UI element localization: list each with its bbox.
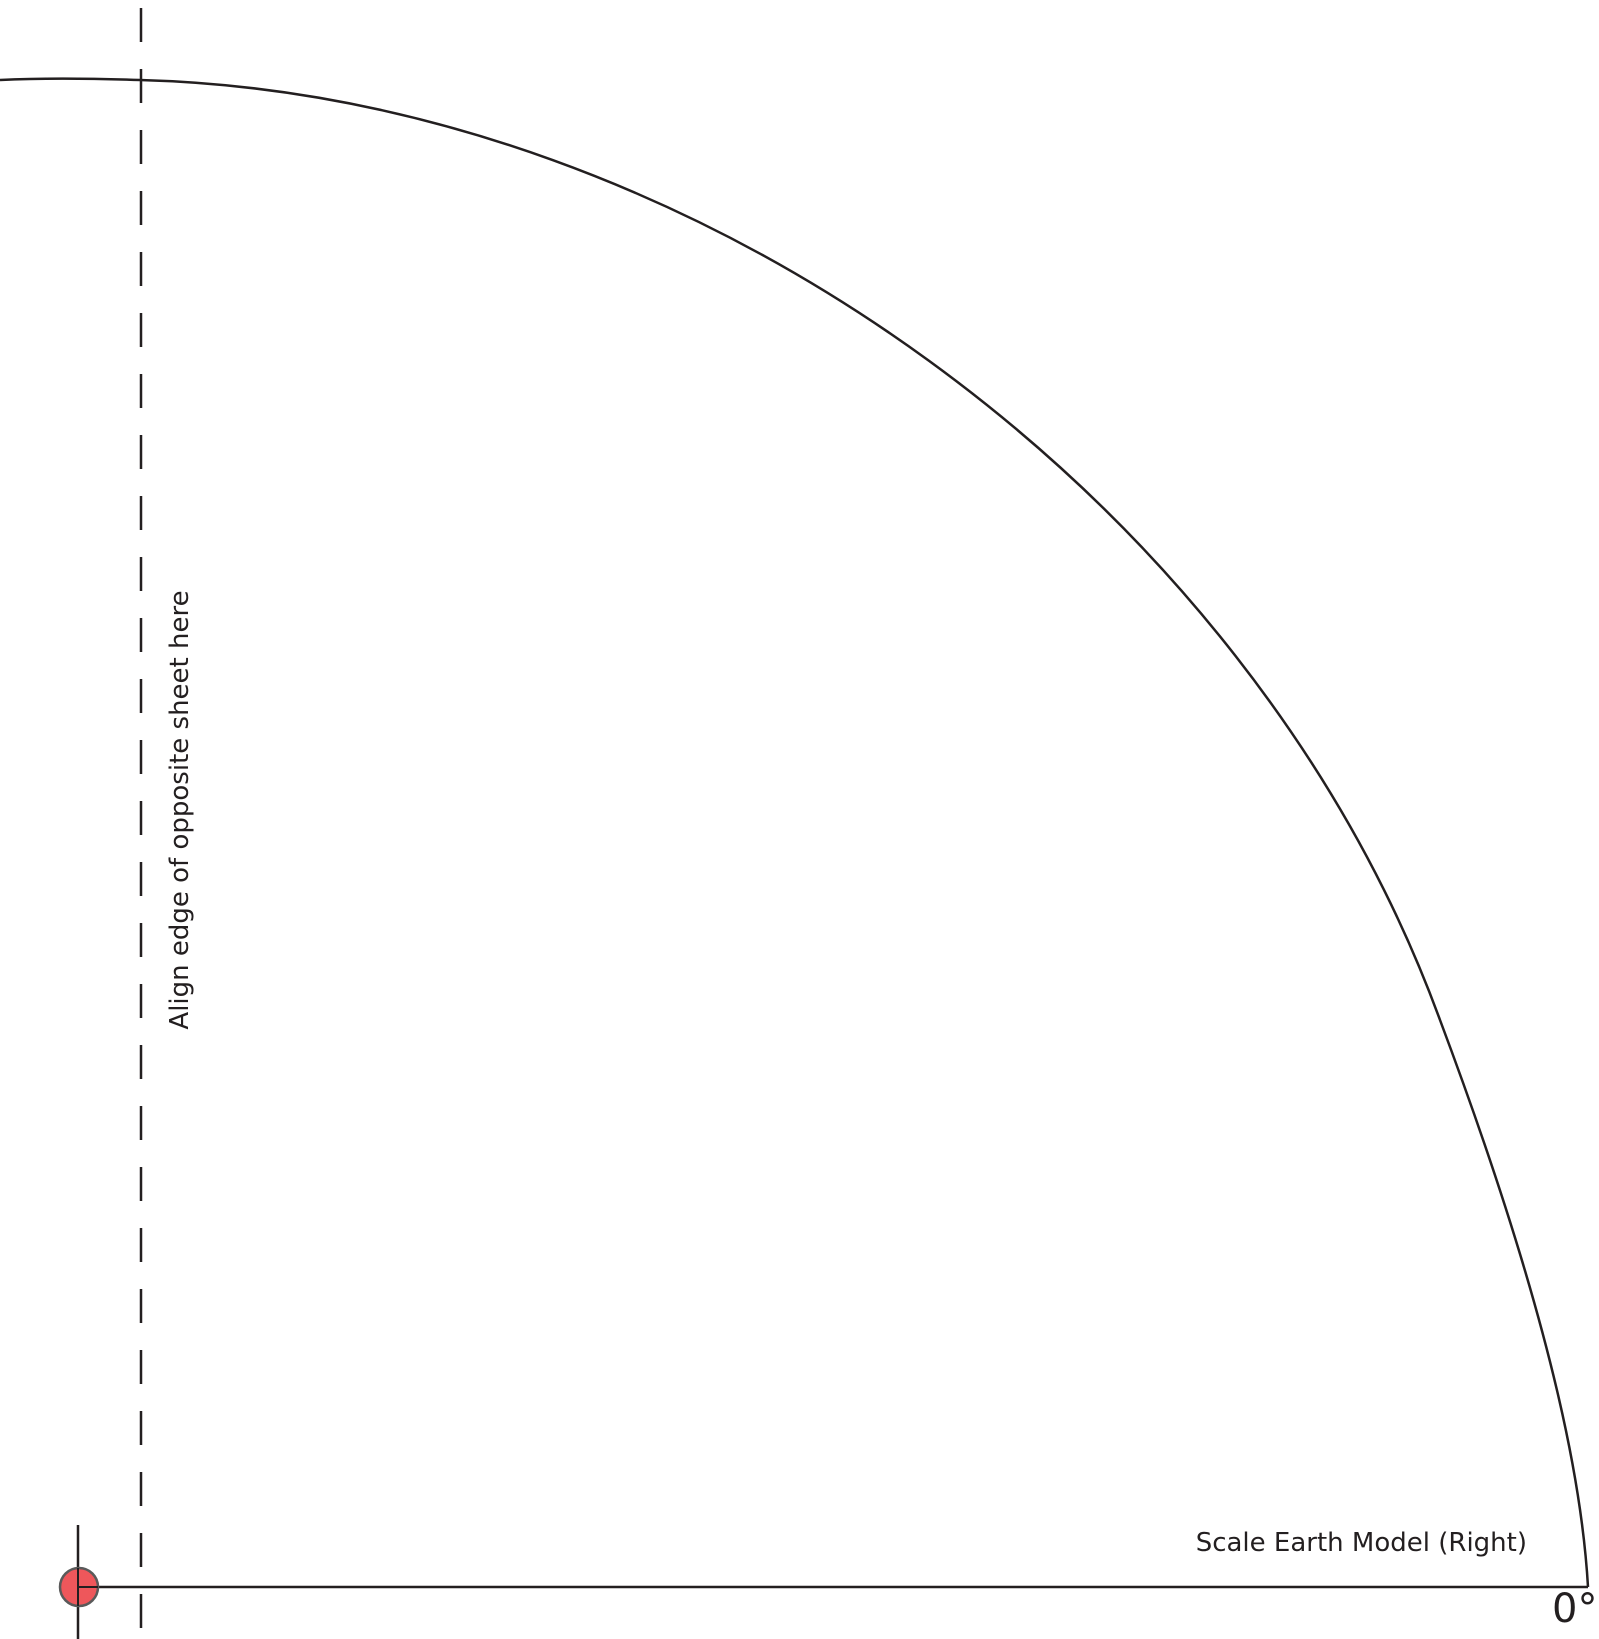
earth-outline-arc — [0, 77, 1590, 1588]
align-edge-instruction: Align edge of opposite sheet here — [165, 590, 195, 1030]
angle-label: 0° — [1552, 1586, 1598, 1632]
model-title: Scale Earth Model (Right) — [1195, 1528, 1527, 1558]
red-pivot-dot-icon — [58, 1566, 100, 1608]
